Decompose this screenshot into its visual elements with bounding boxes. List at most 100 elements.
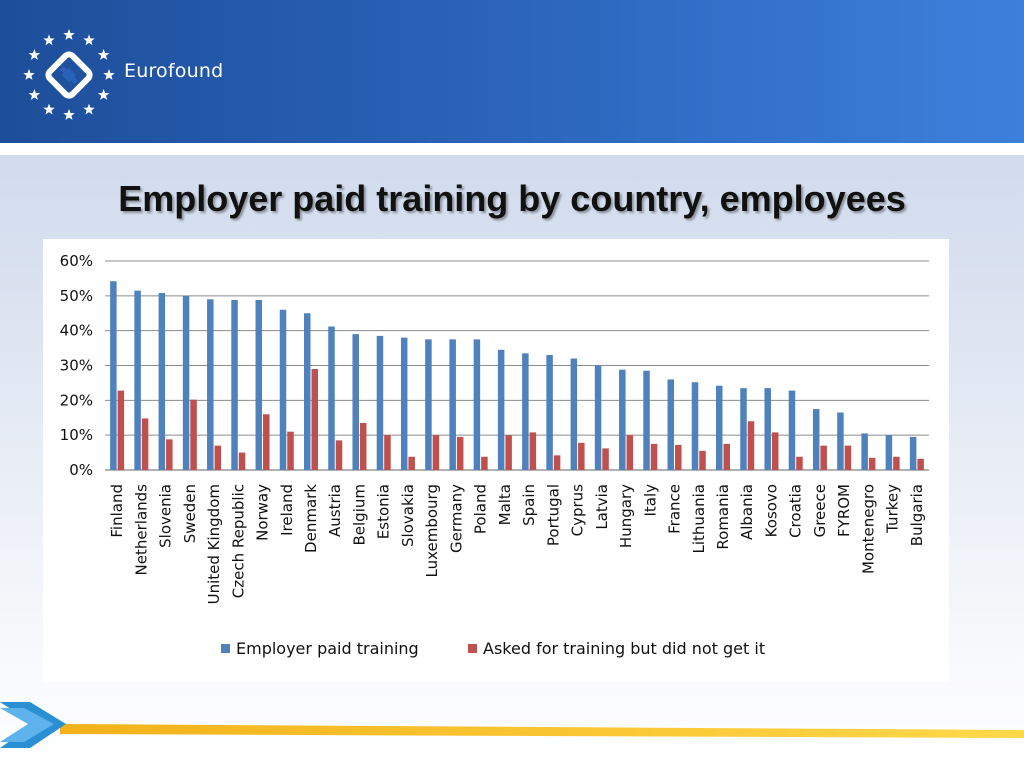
bar-employer-paid-training-albania (740, 388, 747, 470)
bar-employer-paid-training-fyrom (837, 412, 844, 470)
footer-arrow-decoration (0, 702, 1024, 748)
bar-employer-paid-training-belgium (352, 334, 359, 470)
x-tick-label: Romania (714, 484, 732, 550)
bar-employer-paid-training-luxembourg (425, 339, 432, 471)
bar-asked-not-received-cyprus (578, 442, 585, 470)
x-tick-label: Slovenia (157, 484, 175, 548)
bar-asked-not-received-finland (117, 390, 125, 470)
x-tick-label: Austria (326, 484, 344, 537)
y-tick-label: 10% (60, 426, 93, 444)
bar-asked-not-received-latvia (602, 448, 609, 470)
bar-asked-not-received-romania (723, 443, 730, 471)
bar-asked-not-received-belgium (359, 422, 367, 470)
bar-employer-paid-training-spain (522, 353, 529, 470)
bar-asked-not-received-hungary (626, 435, 634, 470)
bar-asked-not-received-fyrom (844, 445, 852, 470)
x-tick-label: Finland (108, 484, 126, 538)
bar-asked-not-received-luxembourg (432, 435, 440, 470)
x-tick-label: Italy (641, 484, 659, 517)
bar-employer-paid-training-hungary (619, 369, 626, 470)
bar-asked-not-received-turkey (893, 456, 900, 470)
bar-employer-paid-training-slovakia (400, 337, 408, 470)
brand-name: Eurofound (124, 60, 224, 82)
legend-item-series-1: Employer paid training (221, 639, 419, 658)
x-tick-label: Portugal (544, 484, 562, 546)
logo-star-icon (28, 89, 41, 100)
y-tick-label: 50% (60, 287, 93, 305)
logo-star-icon (97, 49, 110, 60)
x-tick-label: Cyprus (569, 484, 587, 537)
bar-employer-paid-training-france (667, 379, 675, 470)
x-tick-label: Latvia (593, 484, 611, 530)
bar-asked-not-received-denmark (311, 368, 318, 470)
bar-asked-not-received-slovakia (408, 456, 415, 470)
logo-star-icon (103, 69, 115, 80)
bar-employer-paid-training-malta (497, 349, 505, 470)
bar-asked-not-received-kosovo (771, 432, 779, 470)
x-tick-label: Ireland (278, 484, 296, 536)
logo-star-icon (43, 34, 55, 46)
x-tick-label: Norway (254, 484, 272, 541)
chart-legend: Employer paid training Asked for trainin… (43, 639, 949, 663)
bar-chart: 0% 10% 20% 30% 40% 50% 60% Finland Netherlands S… (60, 252, 929, 604)
bar-employer-paid-training-latvia (594, 365, 602, 470)
bar-employer-paid-training-slovenia (158, 293, 166, 470)
bar-employer-paid-training-denmark (304, 313, 311, 470)
x-tick-label: Poland (472, 484, 490, 534)
logo-star-icon (83, 103, 95, 115)
bar-employer-paid-training-netherlands (134, 290, 141, 470)
bar-employer-paid-training-sweden (182, 295, 190, 470)
logo-star-icon (63, 109, 75, 120)
bar-asked-not-received-croatia (796, 456, 803, 470)
x-tick-label: Turkey (884, 484, 902, 534)
header-divider (0, 143, 1024, 155)
bar-asked-not-received-france (675, 444, 682, 470)
x-tick-label: Czech Republic (229, 484, 247, 598)
x-tick-label: Montenegro (859, 484, 877, 574)
eurofound-star-logo-icon (23, 29, 115, 120)
x-tick-label: United Kingdom (205, 484, 223, 604)
logo-star-icon (43, 103, 55, 115)
y-tick-label: 30% (60, 357, 93, 375)
legend-label-series-1: Employer paid training (236, 639, 419, 658)
y-tick-label: 0% (69, 461, 93, 479)
bar-employer-paid-training-cyprus (570, 358, 578, 470)
logo-star-icon (28, 49, 41, 60)
x-tick-label: Lithuania (690, 484, 708, 553)
bar-asked-not-received-norway (263, 414, 270, 470)
bar-asked-not-received-poland (481, 456, 488, 470)
legend-swatch-series-2 (468, 644, 477, 653)
header-banner: Eurofound (0, 0, 1024, 143)
bar-employer-paid-training-czech-republic (231, 300, 238, 470)
bar-asked-not-received-czech-republic (238, 452, 246, 470)
bar-employer-paid-training-estonia (376, 335, 384, 470)
bar-asked-not-received-slovenia (166, 439, 173, 470)
x-tick-label: Malta (496, 484, 514, 525)
bar-asked-not-received-spain (529, 432, 537, 470)
chart-panel: 0% 10% 20% 30% 40% 50% 60% Finland Netherlands S… (43, 239, 949, 682)
bar-employer-paid-training-norway (255, 300, 263, 470)
bar-employer-paid-training-portugal (546, 355, 553, 470)
x-tick-label: Luxembourg (423, 484, 441, 578)
x-tick-label: France (666, 484, 684, 534)
bar-asked-not-received-portugal (553, 455, 561, 470)
bar-asked-not-received-estonia (384, 435, 391, 470)
bar-employer-paid-training-greece (812, 409, 820, 470)
x-tick-label: Spain (520, 484, 538, 526)
bar-asked-not-received-albania (747, 421, 755, 470)
bar-employer-paid-training-ireland (279, 309, 287, 470)
bar-employer-paid-training-italy (643, 370, 650, 470)
bar-employer-paid-training-turkey (885, 435, 893, 470)
bar-asked-not-received-malta (505, 435, 512, 470)
x-tick-label: Bulgaria (908, 484, 926, 546)
x-tick-label: Albania (738, 484, 756, 540)
x-tick-label: Germany (447, 484, 465, 553)
bar-employer-paid-training-montenegro (861, 433, 868, 470)
bar-employer-paid-training-poland (473, 339, 481, 471)
logo-star-icon (83, 34, 95, 46)
x-tick-label: Estonia (375, 484, 393, 539)
bar-employer-paid-training-lithuania (691, 382, 699, 470)
bar-employer-paid-training-austria (328, 326, 335, 470)
bar-asked-not-received-ireland (287, 431, 294, 470)
legend-label-series-2: Asked for training but did not get it (483, 639, 766, 658)
